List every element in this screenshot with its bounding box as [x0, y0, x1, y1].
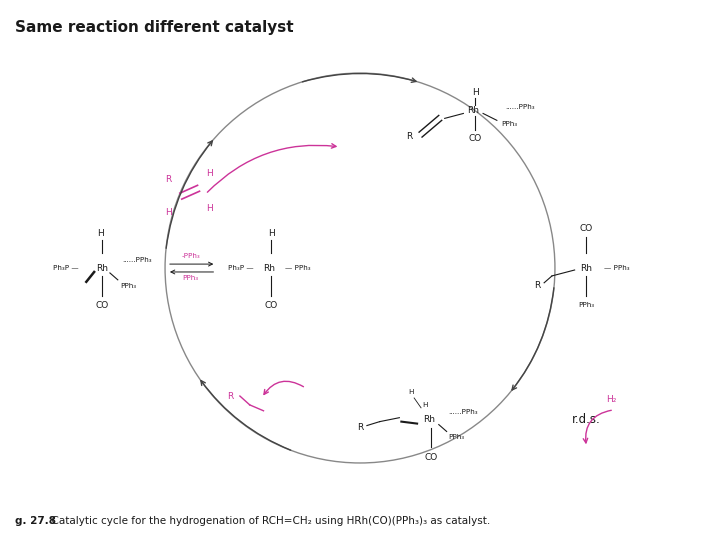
Text: R: R — [227, 392, 233, 401]
Text: PPh₃: PPh₃ — [183, 275, 199, 281]
Text: ......PPh₃: ......PPh₃ — [122, 257, 151, 263]
Text: r.d.s.: r.d.s. — [572, 413, 600, 426]
Text: Ph₃P —: Ph₃P — — [228, 265, 253, 271]
Text: PPh₃: PPh₃ — [120, 283, 136, 289]
Text: Ph₃P —: Ph₃P — — [53, 265, 78, 271]
Text: CO: CO — [469, 133, 482, 143]
Text: — PPh₃: — PPh₃ — [604, 265, 630, 271]
Text: H₂: H₂ — [606, 395, 616, 404]
Text: g. 27.8: g. 27.8 — [15, 516, 56, 526]
Text: H: H — [165, 208, 171, 218]
Text: -PPh₃: -PPh₃ — [181, 253, 200, 259]
Text: CO: CO — [96, 301, 109, 310]
Text: CO: CO — [580, 224, 593, 233]
Text: H: H — [206, 169, 212, 178]
Text: H: H — [268, 229, 275, 238]
Text: Rh: Rh — [467, 106, 480, 115]
Text: Rh: Rh — [96, 264, 108, 273]
Text: PPh₃: PPh₃ — [501, 122, 517, 127]
Text: R: R — [534, 281, 540, 291]
Text: R: R — [406, 132, 413, 140]
Text: PPh₃: PPh₃ — [449, 434, 464, 441]
Text: H: H — [408, 389, 414, 395]
Text: PPh₃: PPh₃ — [578, 302, 595, 308]
Text: R: R — [165, 175, 171, 184]
Text: Same reaction different catalyst: Same reaction different catalyst — [15, 20, 294, 35]
Text: H: H — [96, 229, 104, 238]
Text: — PPh₃: — PPh₃ — [285, 265, 311, 271]
Text: Rh: Rh — [423, 415, 435, 424]
Text: ......PPh₃: ......PPh₃ — [505, 104, 534, 110]
Text: H: H — [472, 88, 479, 97]
Text: ......PPh₃: ......PPh₃ — [449, 409, 478, 415]
Text: H: H — [422, 402, 428, 408]
Text: CO: CO — [265, 301, 278, 310]
Text: CO: CO — [424, 453, 438, 462]
Text: H: H — [206, 205, 212, 213]
Text: Catalytic cycle for the hydrogenation of RCH=CH₂ using HRh(CO)(PPh₃)₃ as catalys: Catalytic cycle for the hydrogenation of… — [45, 516, 490, 526]
Text: Rh: Rh — [264, 264, 276, 273]
Text: Rh: Rh — [580, 264, 593, 273]
Text: R: R — [357, 423, 363, 432]
